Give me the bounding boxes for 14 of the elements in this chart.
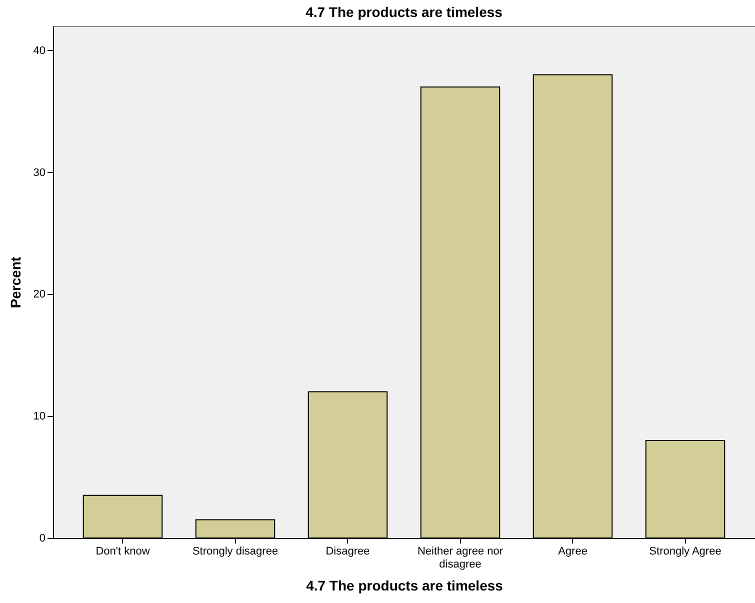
y-tick-label: 30 <box>33 166 46 179</box>
x-tick-label: Disagree <box>326 546 370 558</box>
x-tick-label: Agree <box>558 546 588 558</box>
chart-title: 4.7 The products are timeless <box>306 4 503 20</box>
y-tick-label: 0 <box>39 532 46 544</box>
y-tick-label: 40 <box>33 44 46 57</box>
x-axis-title: 4.7 The products are timeless <box>306 578 504 594</box>
y-tick-label: 10 <box>33 410 46 423</box>
y-axis-title: Percent <box>7 256 24 308</box>
y-tick-label: 20 <box>33 288 46 301</box>
x-tick-label: Neither agree nor disagree <box>417 546 504 570</box>
x-tick-label: Strongly Agree <box>649 546 722 558</box>
x-tick-label: Strongly disagree <box>192 546 278 558</box>
x-tick-label: Don't know <box>96 546 150 558</box>
